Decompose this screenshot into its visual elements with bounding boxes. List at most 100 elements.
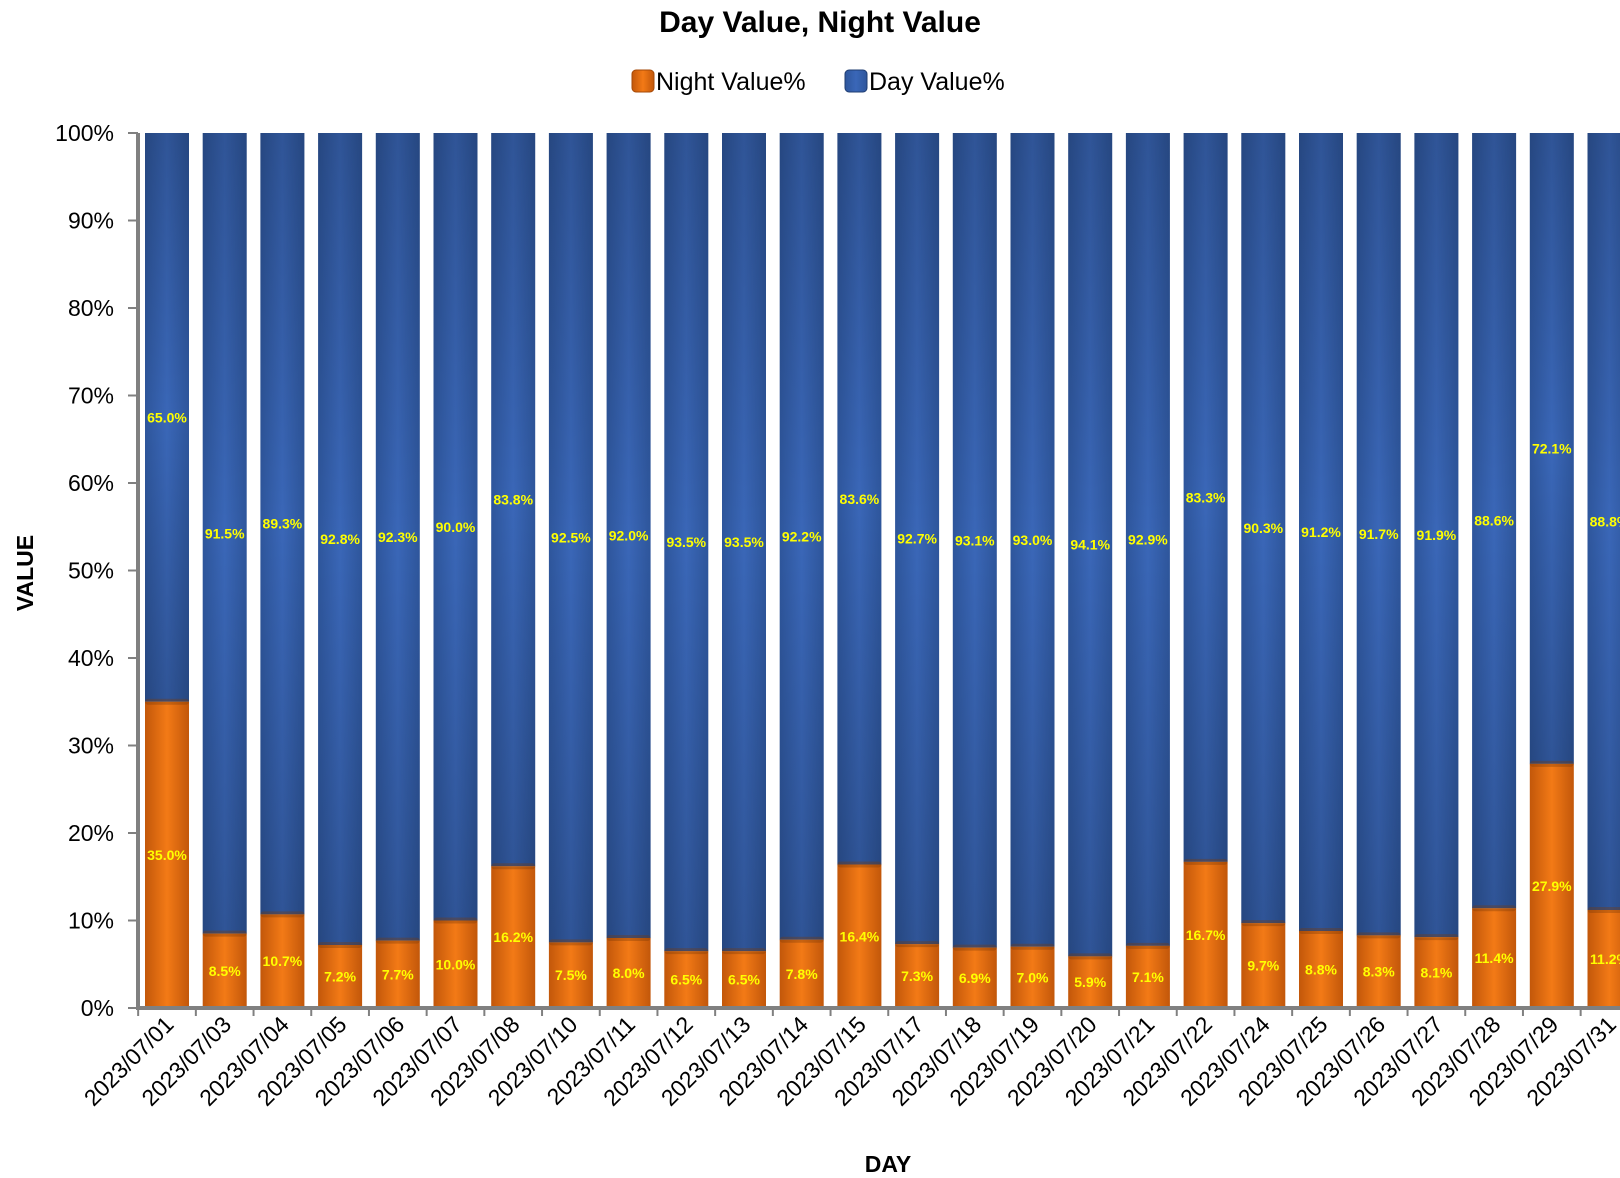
bar-segment-edge <box>1587 907 1620 913</box>
bar-day-shade <box>1529 133 1574 764</box>
data-label-night: 16.7% <box>1186 927 1226 943</box>
bar-day-shade <box>664 133 709 952</box>
bar-series <box>145 133 1620 1008</box>
bar-day-shade <box>318 133 363 945</box>
data-label-day: 91.2% <box>1301 524 1341 540</box>
data-label-night: 27.9% <box>1532 878 1572 894</box>
bar-day-shade <box>491 133 536 867</box>
x-axis-ticks: 2023/07/012023/07/032023/07/042023/07/05… <box>79 1008 1620 1111</box>
bar-night <box>1299 931 1343 1008</box>
data-label-day: 65.0% <box>147 409 187 425</box>
bar-day-shade <box>952 133 997 948</box>
data-label-day: 92.0% <box>609 528 649 544</box>
data-label-day: 88.6% <box>1474 513 1514 529</box>
y-axis-ticks: 0% 10% 20% 30% 40% 50% 60% 70% 80% 90% 100% <box>55 120 138 1021</box>
data-label-day: 93.5% <box>666 534 706 550</box>
bar-night <box>606 938 651 1008</box>
data-label-day: 90.0% <box>436 519 476 535</box>
data-label-day: 92.8% <box>320 531 360 547</box>
bar-segment-edge <box>1414 934 1459 941</box>
data-labels: 35.0% 65.0% 8.5% 91.5% 10.7% 89.3% 7.2% 92.8% 7.… <box>147 409 1620 990</box>
data-label-day: 83.3% <box>1186 489 1226 505</box>
bar-night <box>1356 935 1401 1008</box>
bar-day-shade <box>1183 133 1228 862</box>
bar-day-shade <box>375 133 420 941</box>
bar-segment-edge <box>433 917 478 924</box>
y-axis-title: VALUE <box>12 535 38 611</box>
data-label-night: 7.1% <box>1132 969 1164 985</box>
y-tick-label: 10% <box>68 908 114 934</box>
bar-night <box>145 701 189 1008</box>
bar-segment-edge <box>606 935 651 941</box>
data-label-night: 7.7% <box>382 966 414 982</box>
bar-segment-edge <box>895 941 940 948</box>
data-label-day: 93.5% <box>724 534 764 550</box>
data-label-night: 7.5% <box>555 967 587 983</box>
data-label-day: 92.5% <box>551 530 591 546</box>
bar-night <box>1010 946 1055 1008</box>
bar-night <box>1414 937 1459 1008</box>
data-label-day: 83.8% <box>493 492 533 508</box>
y-tick-label: 90% <box>68 208 114 234</box>
bar-segment-edge <box>145 698 189 705</box>
data-label-night: 7.3% <box>901 968 933 984</box>
data-label-day: 90.3% <box>1243 520 1283 536</box>
data-label-day: 91.5% <box>205 525 245 541</box>
bar-day-shade <box>1010 133 1055 947</box>
data-label-night: 6.5% <box>728 972 760 988</box>
data-label-night: 8.5% <box>209 963 241 979</box>
bar-day-shade <box>1587 133 1620 910</box>
legend-label-day: Day Value% <box>869 68 1005 96</box>
bar-segment-edge <box>952 944 997 951</box>
bar-segment-edge <box>1529 760 1574 767</box>
data-label-night: 8.1% <box>1420 965 1452 981</box>
data-label-night: 16.4% <box>840 928 880 944</box>
bar-segment-edge <box>260 911 305 918</box>
data-label-night: 7.0% <box>1017 969 1049 985</box>
data-label-night: 8.8% <box>1305 962 1337 978</box>
bar-day-shade <box>433 133 478 921</box>
y-tick-label: 30% <box>68 733 114 759</box>
bar-night <box>375 940 420 1008</box>
data-label-day: 93.1% <box>955 532 995 548</box>
bar-day-shade <box>606 133 651 938</box>
data-label-day: 92.7% <box>897 531 937 547</box>
data-label-night: 11.2% <box>1590 951 1620 967</box>
x-axis-title: DAY <box>865 1151 911 1177</box>
data-label-night: 6.9% <box>959 970 991 986</box>
bar-night <box>1125 945 1170 1008</box>
bar-segment-edge <box>1183 858 1228 865</box>
data-label-night: 7.8% <box>786 966 818 982</box>
data-label-night: 6.5% <box>670 972 702 988</box>
bar-night <box>491 866 536 1008</box>
bar-day-shade <box>895 133 940 945</box>
bar-segment-edge <box>1068 953 1113 960</box>
data-label-night: 8.0% <box>613 965 645 981</box>
data-label-day: 93.0% <box>1013 532 1053 548</box>
bar-day-shade <box>1068 133 1113 957</box>
bar-segment-edge <box>1472 905 1517 912</box>
bar-day-shade <box>779 133 824 940</box>
bar-night <box>433 920 478 1008</box>
bar-night <box>952 947 997 1008</box>
bar-night <box>1183 861 1228 1008</box>
data-label-day: 94.1% <box>1070 537 1110 553</box>
data-label-night: 10.0% <box>436 956 476 972</box>
bar-segment-edge <box>779 936 824 943</box>
bar-segment-edge <box>837 861 882 868</box>
data-label-day: 92.2% <box>782 528 822 544</box>
data-label-day: 91.7% <box>1359 526 1399 542</box>
y-tick-label: 20% <box>68 820 114 846</box>
bar-night <box>318 945 363 1008</box>
data-label-day: 83.6% <box>840 491 880 507</box>
bar-segment-edge <box>1010 943 1055 950</box>
bar-day-shade <box>260 133 305 915</box>
bar-day-shade <box>1241 133 1286 924</box>
bar-day-shade <box>1472 133 1517 909</box>
data-label-night: 5.9% <box>1074 974 1106 990</box>
bar-night <box>722 951 766 1008</box>
bar-night <box>1529 763 1574 1008</box>
y-tick-label: 100% <box>55 120 114 146</box>
bar-segment-edge <box>202 930 247 937</box>
